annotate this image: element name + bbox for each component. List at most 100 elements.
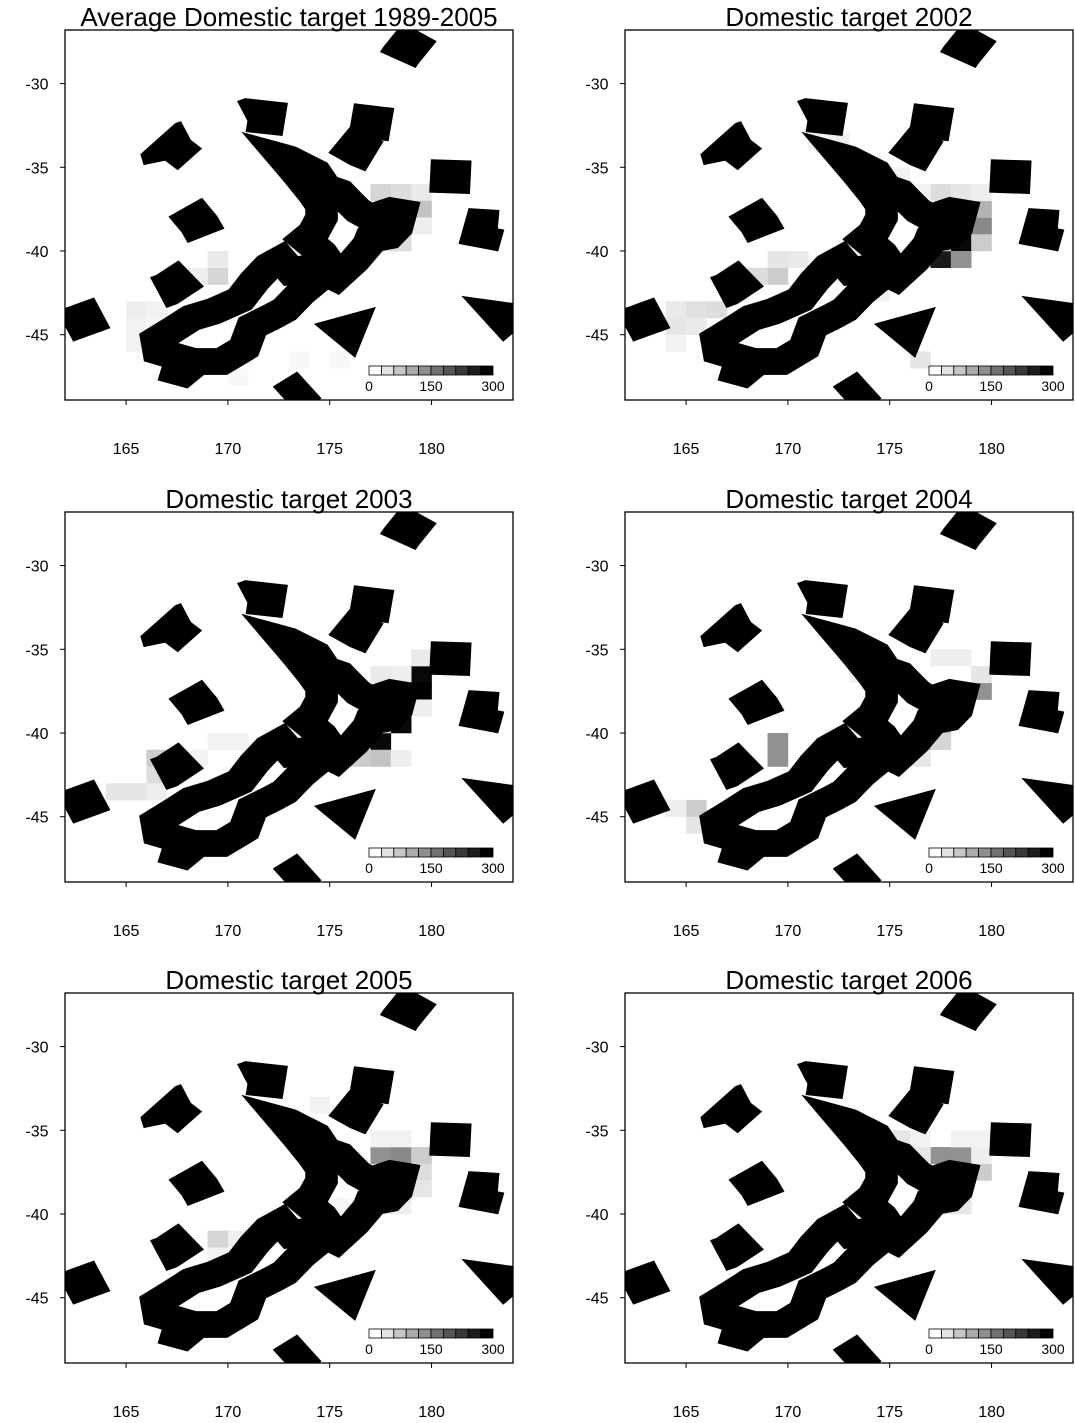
plot-frame [624,29,1074,401]
x-tick-label: 175 [316,923,343,940]
colorbar-label: 150 [419,860,443,876]
eez-boundary [65,512,513,882]
colorbar-swatch [480,365,494,376]
heat-cell [207,732,229,751]
colorbar-label: 300 [1041,1341,1065,1357]
colorbar-label: 0 [925,1341,933,1357]
heat-cell [390,1147,412,1165]
x-tick-label: 180 [978,441,1005,458]
colorbar-swatch [928,847,942,858]
colorbar-label: 150 [979,1341,1003,1357]
colorbar-swatch [393,365,407,376]
colorbar-swatch [1015,847,1029,858]
plot-area [65,993,513,1363]
x-tick-label: 175 [876,923,903,940]
colorbar-label: 150 [979,378,1003,394]
heat-cell [767,250,789,269]
y-tick-label: -45 [25,1291,48,1308]
heat-cell [971,217,992,235]
heat-cell [370,1147,392,1165]
heat-cell [390,1130,412,1148]
heat-cell [207,1230,229,1248]
colorbar-swatch [1040,365,1054,376]
colorbar-swatch [990,1328,1004,1339]
map-panel: Average Domestic target 1989-2005 -30 -35 -… [25,2,514,458]
heat-cell [309,1096,331,1114]
heat-cell [686,317,707,336]
colorbar-swatch [418,365,432,376]
colorbar-swatch [405,365,420,376]
colorbar-swatch [455,365,469,376]
colorbar-swatch [430,1328,444,1339]
x-tick-label: 180 [418,441,445,458]
colorbar-label: 300 [481,1341,505,1357]
colorbar-swatch [380,365,395,376]
panel-title: Domestic target 2005 [165,965,412,995]
colorbar-label: 150 [419,1341,443,1357]
y-tick-label: -35 [25,1123,48,1140]
heat-cell [370,1130,392,1148]
y-tick-label: -30 [585,559,608,576]
heat-cell [971,1147,992,1165]
colorbar-swatch [430,847,444,858]
y-tick-label: -35 [585,160,608,177]
colorbar-swatch [1027,365,1042,376]
heat-cell [329,351,351,369]
colorbar-label: 300 [481,378,505,394]
colorbar-swatch [990,365,1004,376]
heat-cell [390,666,412,684]
plot-frame [64,29,514,401]
map-panel: Domestic target 2005 -30 -35 -40 -45 165 170 17… [25,965,514,1421]
x-tick-label: 170 [775,923,802,940]
x-tick-label: 165 [113,441,140,458]
heat-cell [370,666,392,684]
colorbar-swatch [455,847,469,858]
heat-cell [411,217,432,235]
heat-cell [665,799,687,818]
colorbar-label: 0 [925,378,933,394]
colorbar-label: 0 [925,860,933,876]
map-panel: Domestic target 2006 -30 -35 -40 -45 165 170 17… [585,965,1074,1421]
colorbar-swatch [442,1328,457,1339]
colorbar-swatch [368,1328,382,1339]
plot-area [625,993,1073,1363]
map-panel: Domestic target 2004 -30 -35 -40 -45 165 170 17… [585,484,1074,940]
y-tick-label: -35 [585,1123,608,1140]
x-tick-label: 165 [673,441,700,458]
colorbar-swatch [418,1328,432,1339]
panel-title: Domestic target 2004 [725,484,972,514]
x-tick-label: 165 [673,1404,700,1421]
colorbar-swatch [393,847,407,858]
x-tick-label: 170 [775,441,802,458]
colorbar-swatch [953,1328,967,1339]
y-tick-label: -40 [585,244,608,261]
colorbar-swatch [1027,847,1042,858]
heat-cell [411,1147,432,1165]
heat-cell [126,783,147,801]
panel-title: Average Domestic target 1989-2005 [80,2,497,32]
colorbar-swatch [418,847,432,858]
colorbar-swatch [928,365,942,376]
x-tick-label: 180 [418,1404,445,1421]
colorbar-swatch [1040,847,1054,858]
heat-cell [289,351,310,369]
heat-cell [767,749,789,767]
heat-cell [767,732,789,751]
heat-cell [686,301,707,319]
heat-cell [971,234,992,252]
heat-cell [930,1147,952,1165]
y-tick-label: -30 [25,559,48,576]
heat-cell [411,1180,432,1198]
heat-cell [665,317,687,336]
heat-cell [126,301,147,319]
heat-cell [950,649,972,667]
plot-frame [64,511,514,883]
colorbar-swatch [1002,1328,1017,1339]
colorbar-swatch [380,847,395,858]
plot-area [625,30,1073,400]
heat-cell [971,666,992,684]
x-tick-label: 165 [113,923,140,940]
heat-cell [411,699,432,717]
y-tick-label: -40 [585,1207,608,1224]
